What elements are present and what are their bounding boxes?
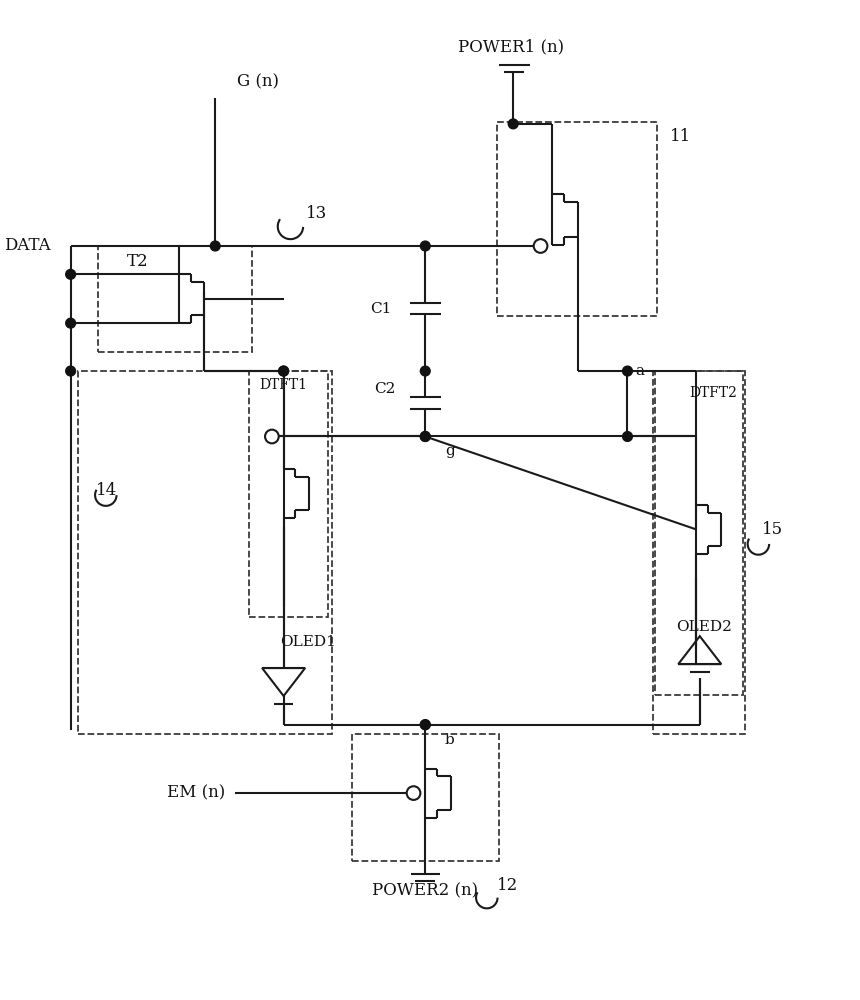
Circle shape [534,239,547,253]
Text: 11: 11 [669,128,691,145]
Bar [496,122,657,316]
Text: G (n): G (n) [237,73,279,90]
Circle shape [407,786,421,800]
Circle shape [265,430,279,443]
Text: DATA: DATA [4,237,51,254]
Bar [78,371,333,734]
Bar [352,734,499,861]
Circle shape [421,720,430,730]
Bar [249,371,328,617]
Bar [653,371,745,734]
Circle shape [279,366,288,376]
Circle shape [421,432,430,441]
Circle shape [421,432,430,441]
Text: DTFT1: DTFT1 [260,378,308,392]
Text: T2: T2 [127,253,149,270]
Circle shape [623,366,632,376]
Text: EM (n): EM (n) [167,785,225,802]
Circle shape [421,241,430,251]
Text: DTFT2: DTFT2 [690,386,737,400]
Text: g: g [445,444,455,458]
Text: C1: C1 [370,302,391,316]
Circle shape [421,720,430,730]
Text: C2: C2 [375,382,396,396]
Text: a: a [636,364,644,378]
Circle shape [508,119,518,129]
Bar [98,246,252,352]
Circle shape [623,432,632,441]
Text: OLED1: OLED1 [280,635,336,649]
Text: b: b [445,733,455,747]
Text: POWER2 (n): POWER2 (n) [372,882,478,899]
Bar [654,371,743,695]
Text: 15: 15 [762,521,783,538]
Circle shape [65,366,76,376]
Text: POWER1 (n): POWER1 (n) [458,38,564,55]
Circle shape [421,366,430,376]
Circle shape [65,269,76,279]
Text: OLED2: OLED2 [676,620,732,634]
Text: 14: 14 [96,482,117,499]
Circle shape [279,366,288,376]
Text: 13: 13 [306,205,328,222]
Circle shape [211,241,220,251]
Circle shape [65,318,76,328]
Text: 12: 12 [496,877,518,894]
